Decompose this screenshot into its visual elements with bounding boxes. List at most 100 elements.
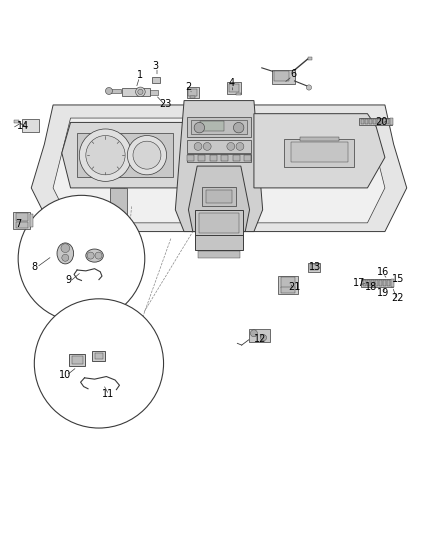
Polygon shape bbox=[31, 105, 407, 231]
Bar bbox=[221, 156, 228, 161]
Circle shape bbox=[194, 142, 202, 150]
Circle shape bbox=[87, 252, 94, 259]
Bar bbox=[206, 190, 232, 203]
Bar bbox=[249, 329, 270, 342]
Circle shape bbox=[18, 195, 145, 322]
Bar bbox=[150, 90, 158, 95]
Bar bbox=[199, 213, 239, 233]
Bar bbox=[274, 71, 289, 80]
Text: 11: 11 bbox=[102, 389, 114, 399]
Bar bbox=[285, 139, 354, 167]
Circle shape bbox=[227, 142, 235, 150]
Bar bbox=[278, 276, 298, 294]
Text: 21: 21 bbox=[288, 282, 300, 293]
Bar bbox=[230, 84, 239, 92]
Bar bbox=[391, 279, 394, 287]
Text: 3: 3 bbox=[152, 61, 159, 71]
Text: 10: 10 bbox=[59, 370, 71, 380]
Polygon shape bbox=[53, 118, 385, 223]
Bar bbox=[385, 119, 389, 124]
Bar bbox=[390, 118, 393, 125]
Bar bbox=[387, 280, 390, 286]
Text: 15: 15 bbox=[392, 274, 404, 284]
Bar bbox=[187, 117, 251, 136]
Bar bbox=[360, 279, 393, 287]
Text: 7: 7 bbox=[15, 219, 21, 229]
Circle shape bbox=[306, 85, 311, 90]
Text: 20: 20 bbox=[375, 117, 388, 126]
Text: 2: 2 bbox=[185, 83, 191, 93]
Circle shape bbox=[133, 141, 161, 169]
Bar bbox=[191, 120, 247, 134]
Text: 9: 9 bbox=[65, 276, 71, 286]
Circle shape bbox=[203, 142, 211, 150]
Bar bbox=[15, 213, 28, 221]
Bar bbox=[310, 264, 318, 270]
Bar bbox=[188, 89, 197, 96]
Text: 22: 22 bbox=[391, 293, 403, 303]
Bar bbox=[237, 93, 241, 95]
Circle shape bbox=[127, 135, 166, 175]
Bar bbox=[122, 88, 150, 96]
Bar bbox=[363, 280, 366, 286]
Bar bbox=[375, 280, 378, 286]
Bar bbox=[359, 118, 392, 125]
Circle shape bbox=[194, 123, 205, 133]
Text: 8: 8 bbox=[32, 262, 38, 271]
Bar bbox=[187, 156, 194, 161]
Bar bbox=[29, 214, 33, 227]
Text: 23: 23 bbox=[159, 99, 172, 109]
Bar bbox=[187, 154, 251, 162]
Bar bbox=[381, 119, 385, 124]
Bar bbox=[201, 187, 237, 206]
Bar bbox=[360, 119, 364, 124]
Bar bbox=[77, 133, 173, 177]
Circle shape bbox=[95, 252, 102, 259]
Bar bbox=[281, 277, 295, 288]
Text: 17: 17 bbox=[353, 278, 365, 288]
Text: 18: 18 bbox=[365, 282, 377, 293]
Bar bbox=[379, 280, 382, 286]
Circle shape bbox=[136, 87, 145, 96]
Bar bbox=[22, 119, 39, 133]
Polygon shape bbox=[62, 123, 193, 188]
Circle shape bbox=[261, 335, 267, 341]
Bar bbox=[233, 156, 240, 161]
Bar bbox=[198, 251, 240, 257]
Bar bbox=[308, 263, 320, 272]
Circle shape bbox=[79, 129, 132, 181]
Bar bbox=[383, 280, 386, 286]
Bar bbox=[190, 96, 195, 99]
Bar bbox=[72, 357, 82, 364]
Bar bbox=[201, 121, 224, 131]
Ellipse shape bbox=[86, 249, 103, 262]
Circle shape bbox=[236, 142, 244, 150]
Text: 13: 13 bbox=[309, 262, 321, 272]
Circle shape bbox=[138, 89, 143, 94]
Text: 19: 19 bbox=[377, 288, 389, 298]
Bar bbox=[13, 212, 30, 229]
Circle shape bbox=[251, 330, 258, 337]
Bar bbox=[70, 354, 85, 367]
Bar bbox=[371, 280, 374, 286]
Bar bbox=[14, 120, 19, 123]
Bar bbox=[195, 235, 243, 250]
Circle shape bbox=[86, 135, 125, 175]
Bar bbox=[227, 82, 241, 94]
Bar bbox=[281, 287, 295, 293]
Text: 6: 6 bbox=[290, 69, 296, 79]
Bar bbox=[110, 188, 127, 231]
Bar bbox=[244, 156, 251, 161]
Bar bbox=[365, 119, 368, 124]
Bar bbox=[187, 87, 199, 98]
Circle shape bbox=[61, 244, 70, 253]
Bar bbox=[291, 142, 348, 162]
Text: 12: 12 bbox=[254, 334, 267, 344]
Bar bbox=[152, 77, 159, 83]
Circle shape bbox=[34, 299, 163, 428]
Ellipse shape bbox=[57, 243, 74, 264]
Text: 16: 16 bbox=[377, 266, 389, 277]
Bar bbox=[95, 352, 103, 359]
Circle shape bbox=[62, 254, 69, 261]
Bar bbox=[272, 70, 295, 84]
